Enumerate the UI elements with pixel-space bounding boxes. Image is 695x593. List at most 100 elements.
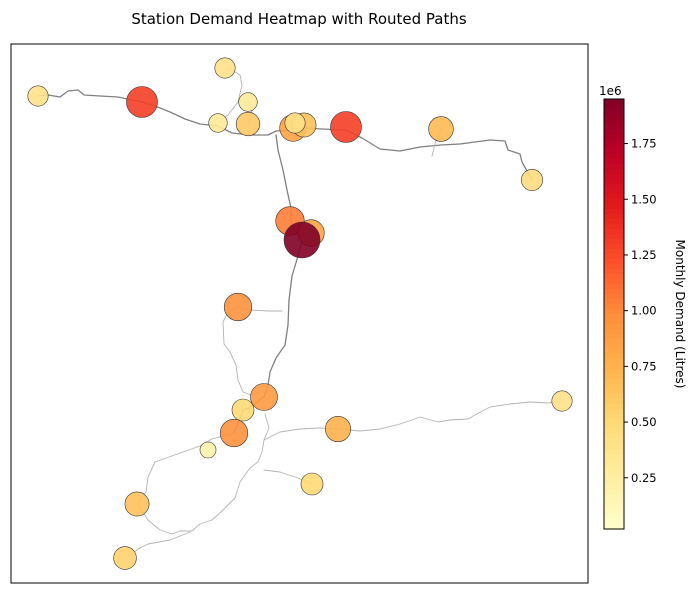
station-marker-3: [214, 57, 236, 79]
station-marker-11: [428, 116, 454, 142]
station-marker-20: [324, 415, 351, 442]
station-marker-15: [283, 221, 321, 259]
colorbar-strip: [604, 364, 624, 370]
colorbar-strip: [604, 184, 624, 190]
station-marker-6: [235, 111, 261, 137]
colorbar-strip: [604, 349, 624, 355]
station-marker-17: [250, 383, 278, 411]
colorbar-strip: [604, 254, 624, 260]
colorbar-strip: [604, 99, 624, 105]
colorbar-strip: [604, 209, 624, 215]
colorbar-strip: [604, 444, 624, 450]
colorbar-strip: [604, 269, 624, 275]
colorbar-tick-label: 1.00: [631, 304, 657, 318]
colorbar-strip: [604, 289, 624, 295]
colorbar-strip: [604, 144, 624, 150]
colorbar-strip: [604, 519, 624, 525]
colorbar-strip: [604, 159, 624, 165]
colorbar-strip: [604, 234, 624, 240]
colorbar-strip: [604, 504, 624, 510]
colorbar-gradient: [604, 99, 624, 530]
station-marker-9: [284, 112, 306, 134]
colorbar-strip: [604, 454, 624, 460]
route-path-9: [263, 400, 563, 441]
colorbar-tick-label: 1.50: [631, 192, 657, 206]
colorbar-tick-label: 1.25: [631, 248, 657, 262]
route-path-5: [222, 306, 261, 396]
colorbar-strip: [604, 219, 624, 225]
colorbar-strip: [604, 319, 624, 325]
colorbar-strip: [604, 214, 624, 220]
station-marker-19: [219, 418, 249, 448]
colorbar-strip: [604, 354, 624, 360]
colorbar-strip: [604, 329, 624, 335]
colorbar-strip: [604, 274, 624, 280]
colorbar-strip: [604, 179, 624, 185]
station-marker-22: [551, 390, 573, 412]
station-marker-4: [238, 92, 258, 112]
colorbar-strip: [604, 259, 624, 265]
colorbar-tick-label: 0.25: [631, 471, 657, 485]
colorbar-strip: [604, 294, 624, 300]
colorbar-strip: [604, 189, 624, 195]
colorbar-strip: [604, 404, 624, 410]
colorbar-tick-label: 0.75: [631, 359, 657, 373]
colorbar-strip: [604, 134, 624, 140]
colorbar-strip: [604, 264, 624, 270]
station-marker-12: [520, 169, 543, 192]
station-marker-1: [27, 85, 49, 107]
colorbar-strip: [604, 489, 624, 495]
colorbar-strip: [604, 249, 624, 255]
colorbar-strip: [604, 169, 624, 175]
colorbar-strip: [604, 394, 624, 400]
colorbar-strip: [604, 199, 624, 205]
colorbar-strip: [604, 194, 624, 200]
station-marker-18: [231, 398, 255, 422]
station-marker-2: [126, 86, 158, 118]
colorbar-strip: [604, 374, 624, 380]
colorbar-strip: [604, 369, 624, 375]
colorbar-strip: [604, 109, 624, 115]
station-marker-25: [113, 546, 137, 570]
colorbar-strip: [604, 314, 624, 320]
colorbar-strip: [604, 514, 624, 520]
colorbar-strip: [604, 459, 624, 465]
colorbar-strip: [604, 389, 624, 395]
colorbar-strip: [604, 484, 624, 490]
colorbar-strip: [604, 479, 624, 485]
station-marker-21: [199, 441, 217, 459]
colorbar: 1e6 0.25 0.50 0.75 1.00 1.25 1.50 1.75 Monthly…: [599, 84, 687, 530]
colorbar-strip: [604, 104, 624, 110]
colorbar-strip: [604, 399, 624, 405]
colorbar-strip: [604, 359, 624, 365]
colorbar-strip: [604, 139, 624, 145]
chart-title: Station Demand Heatmap with Routed Paths: [131, 10, 467, 28]
colorbar-strip: [604, 464, 624, 470]
colorbar-strip: [604, 524, 624, 530]
colorbar-strip: [604, 324, 624, 330]
route-path-1: [37, 89, 533, 181]
colorbar-strip: [604, 409, 624, 415]
colorbar-strip: [604, 429, 624, 435]
colorbar-exponent: 1e6: [599, 84, 622, 98]
colorbar-strip: [604, 439, 624, 445]
colorbar-strip: [604, 334, 624, 340]
colorbar-strip: [604, 309, 624, 315]
colorbar-strip: [604, 469, 624, 475]
colorbar-strip: [604, 509, 624, 515]
colorbar-tick-label: 0.50: [631, 415, 657, 429]
station-marker-16: [223, 292, 253, 322]
colorbar-ticks: 0.25 0.50 0.75 1.00 1.25 1.50 1.75: [624, 137, 657, 485]
colorbar-strip: [604, 279, 624, 285]
station-marker-24: [124, 491, 150, 517]
colorbar-strip: [604, 494, 624, 500]
colorbar-strip: [604, 299, 624, 305]
station-marker-23: [300, 472, 324, 496]
colorbar-strip: [604, 424, 624, 430]
colorbar-strip: [604, 119, 624, 125]
colorbar-strip: [604, 174, 624, 180]
colorbar-frame: [603, 98, 625, 530]
colorbar-strip: [604, 244, 624, 250]
colorbar-strip: [604, 414, 624, 420]
